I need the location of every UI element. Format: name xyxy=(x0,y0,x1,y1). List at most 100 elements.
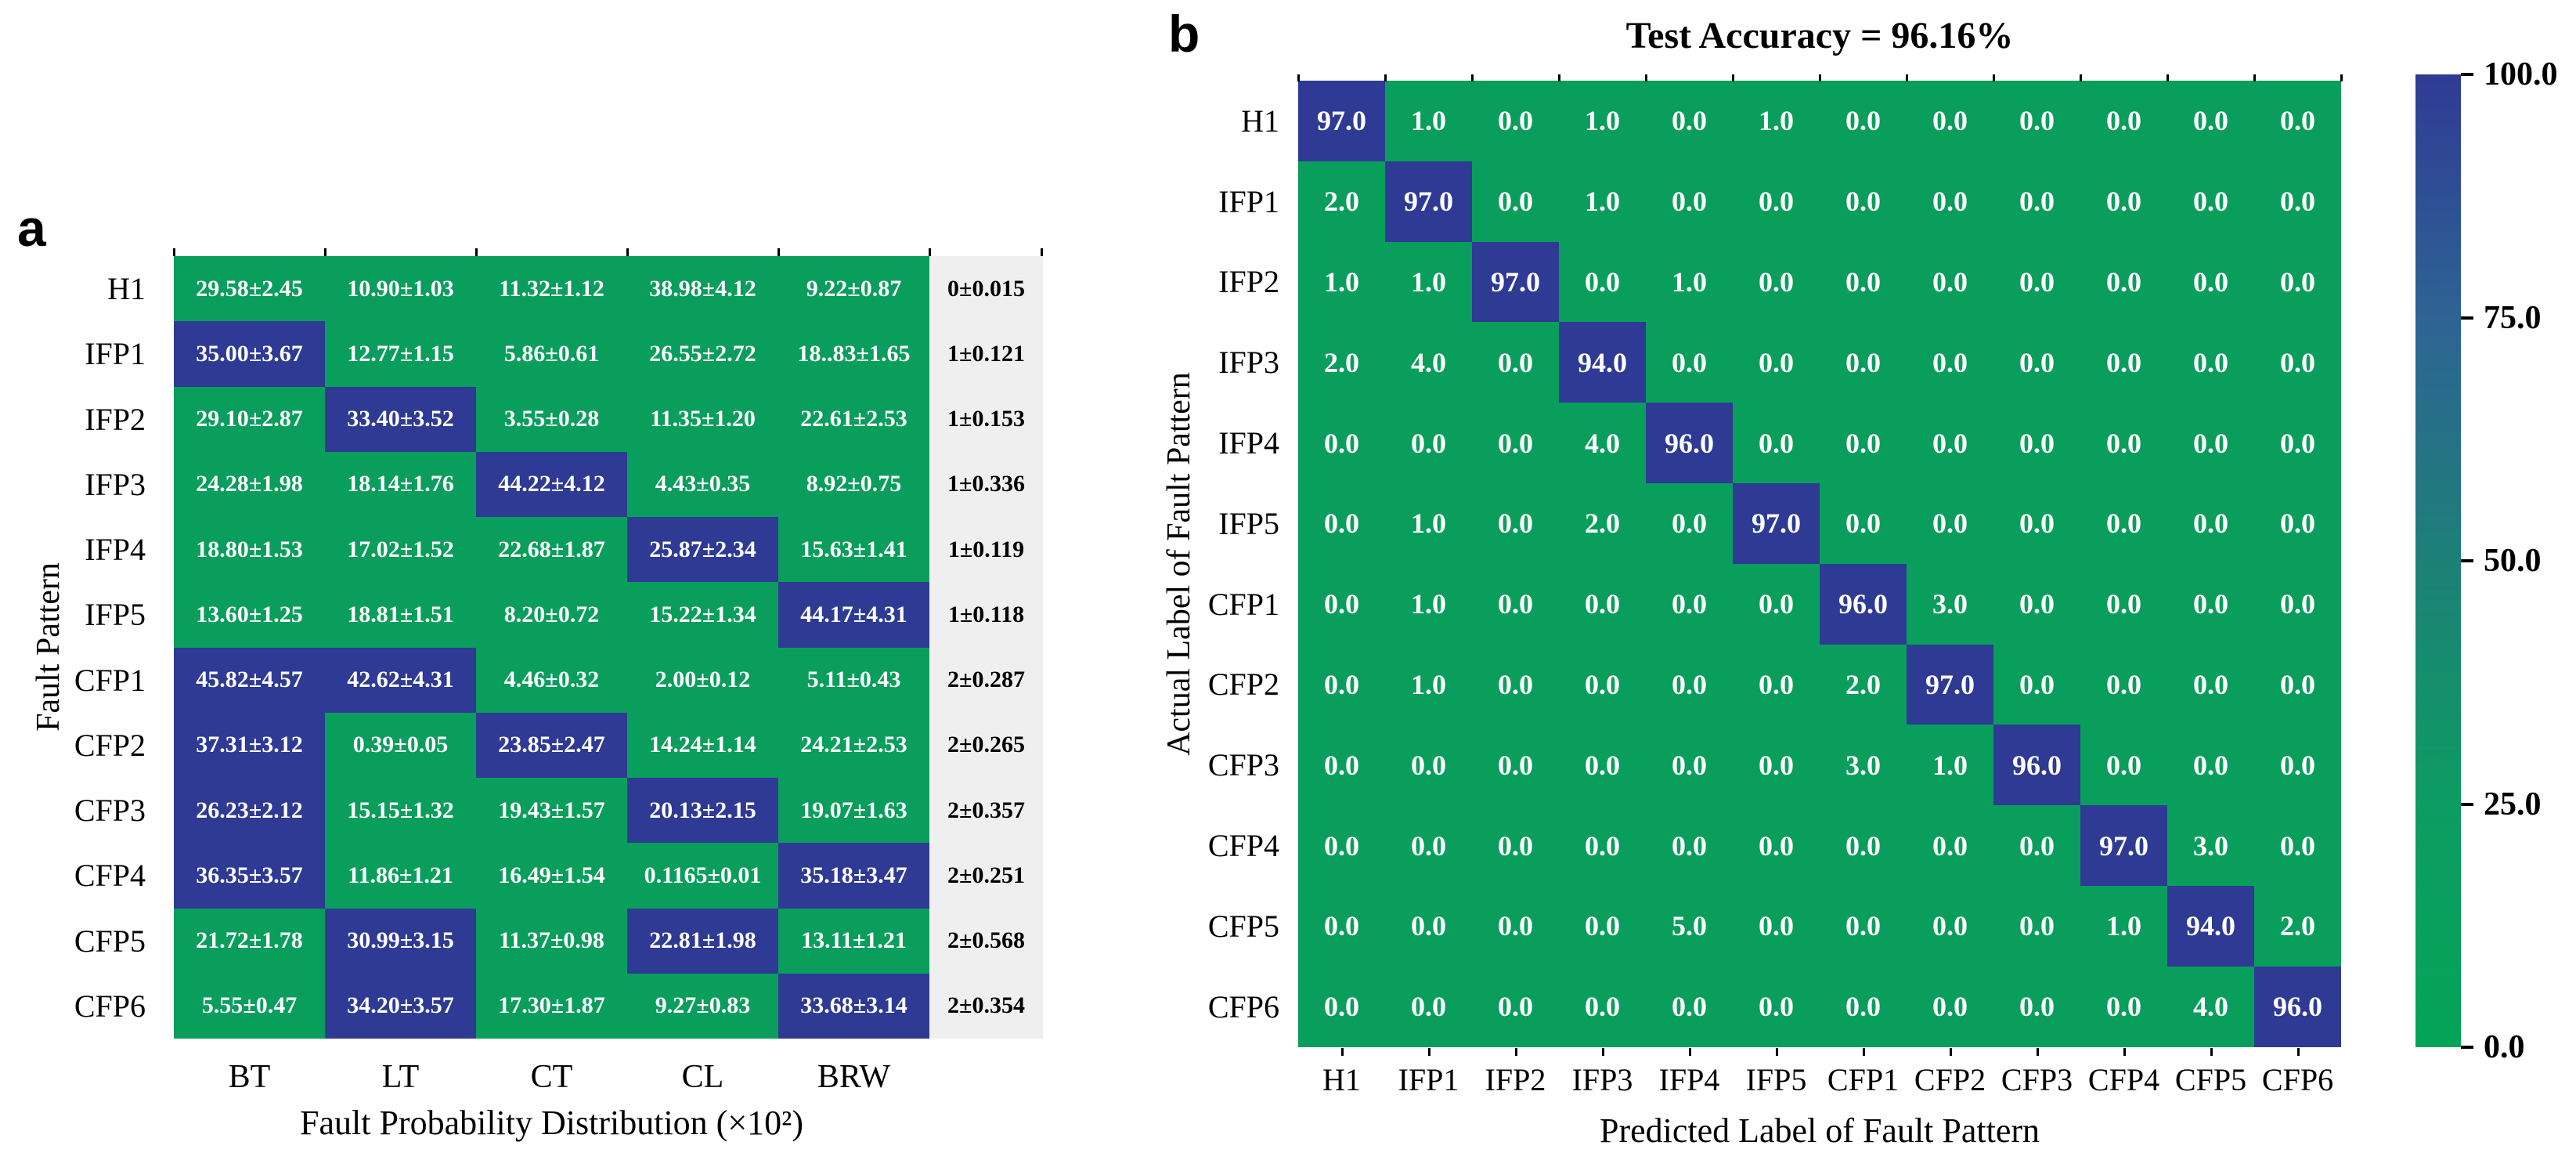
panel-a-row-label: CFP6 xyxy=(74,988,146,1024)
panel-b-heatmap-cell: 0.0 xyxy=(1733,322,1820,403)
panel-b-heatmap-cell: 0.0 xyxy=(1472,482,1559,564)
panel-a-heatmap-cell: 19.43±1.57 xyxy=(476,778,627,844)
panel-a-heatmap-cell: 24.21±2.53 xyxy=(778,712,929,778)
panel-b-heatmap-cell: 0.0 xyxy=(1993,563,2080,645)
panel-b-heatmap-cell: 1.0 xyxy=(1646,241,1733,323)
panel-b-col-label: CFP6 xyxy=(2261,1061,2334,1097)
panel-b-col-label: CFP2 xyxy=(1914,1061,1986,1097)
panel-a-row-annotation: 2±0.287 xyxy=(929,647,1043,713)
panel-a-axis-tick xyxy=(173,248,175,256)
panel-b-heatmap-cell: 0.0 xyxy=(1298,403,1385,483)
panel-a-axis-tick xyxy=(929,248,931,256)
panel-a-heatmap-cell: 21.72±1.78 xyxy=(174,908,325,974)
panel-b-heatmap-cell: 0.0 xyxy=(2080,241,2167,323)
panel-a-row-label: CFP2 xyxy=(74,727,146,763)
panel-b-row-label: CFP4 xyxy=(1207,828,1279,864)
panel-b-heatmap-cell: 0.0 xyxy=(1385,805,1472,886)
panel-b-heatmap-cell: 0.0 xyxy=(1733,725,1820,806)
panel-b-row-label: H1 xyxy=(1241,103,1279,139)
panel-a-heatmap-cell: 3.55±0.28 xyxy=(476,386,627,452)
panel-b-heatmap-cell: 0.0 xyxy=(2080,725,2167,806)
panel-b-heatmap-cell: 0.0 xyxy=(1298,482,1385,564)
panel-b-matrix: H1 97.0 1.0 0.0 1.0 0.0 1.0 0.0 0.0 0.0 0.0 0.0 0.0 I… xyxy=(1189,81,2341,1047)
panel-a-row-label: IFP2 xyxy=(85,401,146,437)
panel-b-heatmap-cell: 4.0 xyxy=(1385,322,1472,403)
panel-b-heatmap-cell: 0.0 xyxy=(1820,322,1907,403)
panel-a-x-axis-title: Fault Probability Distribution (×10²) xyxy=(300,1104,803,1142)
panel-b-heatmap-cell: 97.0 xyxy=(1472,241,1559,323)
panel-b-top-axis-tick xyxy=(2167,74,2169,81)
panel-b-heatmap-cell: 0.0 xyxy=(2080,81,2167,161)
panel-a-heatmap-cell: 24.28±1.98 xyxy=(174,451,325,517)
panel-b-heatmap-cell: 96.0 xyxy=(1820,563,1907,645)
panel-a-axis-tick xyxy=(777,248,780,256)
panel-b-heatmap-cell: 0.0 xyxy=(2167,322,2254,403)
panel-b-heatmap-cell: 1.0 xyxy=(1385,81,1472,161)
panel-a-row-label: CFP1 xyxy=(74,662,146,698)
panel-a-col-label: CL xyxy=(681,1059,724,1095)
panel-b-title: Test Accuracy = 96.16% xyxy=(1625,15,2014,56)
panel-b-heatmap-cell: 0.0 xyxy=(1993,482,2080,564)
panel-b-heatmap-cell: 0.0 xyxy=(1298,966,1385,1047)
panel-a-heatmap-cell: 13.11±1.21 xyxy=(778,908,929,974)
panel-a-row-annotation: 2±0.251 xyxy=(929,843,1043,909)
panel-a-row-annotation: 1±0.121 xyxy=(929,321,1043,387)
panel-a-heatmap-cell: 8.92±0.75 xyxy=(778,451,929,517)
panel-a-heatmap-cell: 35.00±3.67 xyxy=(174,321,325,387)
panel-b-heatmap-cell: 0.0 xyxy=(1298,644,1385,725)
panel-b-heatmap-cell: 0.0 xyxy=(2167,161,2254,242)
panel-b-bottom-axis-tick xyxy=(1862,1048,1865,1056)
panel-a-row-annotation: 1±0.153 xyxy=(929,386,1043,452)
panel-b-heatmap-cell: 0.0 xyxy=(1472,885,1559,967)
panel-b-heatmap-cell: 97.0 xyxy=(1385,161,1472,242)
panel-b-heatmap-cell: 0.0 xyxy=(1907,482,1993,564)
colorbar-tick xyxy=(2461,559,2473,562)
panel-a-heatmap-cell: 20.13±2.15 xyxy=(627,778,778,844)
panel-b-heatmap-cell: 1.0 xyxy=(1298,241,1385,323)
panel-a-heatmap-cell: 34.20±3.57 xyxy=(325,973,476,1039)
panel-b-heatmap-cell: 3.0 xyxy=(1820,725,1907,806)
panel-b-heatmap-cell: 0.0 xyxy=(1993,241,2080,323)
panel-b-top-axis-tick xyxy=(1558,74,1560,81)
panel-b-heatmap-cell: 1.0 xyxy=(1385,241,1472,323)
panel-a-heatmap-cell: 42.62±4.31 xyxy=(325,647,476,713)
panel-a-heatmap-cell: 4.46±0.32 xyxy=(476,647,627,713)
panel-a-row-label: CFP3 xyxy=(74,793,146,829)
panel-b-heatmap-cell: 0.0 xyxy=(2254,81,2341,161)
panel-b-heatmap-cell: 2.0 xyxy=(1298,322,1385,403)
panel-b-heatmap-cell: 0.0 xyxy=(1733,161,1820,242)
panel-b-row-label: CFP6 xyxy=(1207,988,1279,1024)
panel-a-heatmap-cell: 33.68±3.14 xyxy=(778,973,929,1039)
panel-b-heatmap-cell: 0.0 xyxy=(1298,805,1385,886)
panel-b-col-label: CFP3 xyxy=(2001,1061,2073,1097)
panel-b-heatmap-cell: 0.0 xyxy=(1559,725,1646,806)
panel-a-heatmap-cell: 17.02±1.52 xyxy=(325,517,476,583)
panel-b-heatmap-cell: 0.0 xyxy=(1907,161,1993,242)
panel-b-heatmap-cell: 97.0 xyxy=(1733,482,1820,564)
panel-b-heatmap-cell: 0.0 xyxy=(1993,966,2080,1047)
panel-b-top-axis-tick xyxy=(2340,74,2343,81)
panel-b-heatmap-cell: 0.0 xyxy=(1472,725,1559,806)
panel-a-heatmap-cell: 18.14±1.76 xyxy=(325,451,476,517)
panel-a-row-label: IFP1 xyxy=(85,336,146,372)
panel-b-heatmap-cell: 0.0 xyxy=(1820,966,1907,1047)
panel-b-heatmap-cell: 0.0 xyxy=(1646,725,1733,806)
panel-b-row-label: CFP2 xyxy=(1207,667,1279,703)
panel-b-heatmap-cell: 0.0 xyxy=(2080,403,2167,483)
panel-a-heatmap-cell: 11.37±0.98 xyxy=(476,908,627,974)
panel-b-heatmap-cell: 0.0 xyxy=(2167,81,2254,161)
panel-a-heatmap-cell: 22.68±1.87 xyxy=(476,517,627,583)
panel-b-bottom-axis-tick xyxy=(1775,1048,1778,1056)
panel-b-heatmap-cell: 0.0 xyxy=(1993,885,2080,967)
panel-b-heatmap-cell: 0.0 xyxy=(2080,644,2167,725)
panel-b-heatmap-cell: 0.0 xyxy=(1733,885,1820,967)
panel-b-heatmap-cell: 1.0 xyxy=(2080,885,2167,967)
panel-b-row-label: IFP4 xyxy=(1218,425,1279,461)
panel-a-row-label: CFP5 xyxy=(74,923,146,959)
panel-a-heatmap-cell: 25.87±2.34 xyxy=(627,517,778,583)
panel-b-top-axis-tick xyxy=(1297,74,1300,81)
panel-a-heatmap-cell: 9.27±0.83 xyxy=(627,973,778,1039)
panel-b-bottom-axis-tick xyxy=(2123,1048,2126,1056)
panel-b-heatmap-cell: 97.0 xyxy=(1907,644,1993,725)
colorbar-tick xyxy=(2461,802,2473,806)
